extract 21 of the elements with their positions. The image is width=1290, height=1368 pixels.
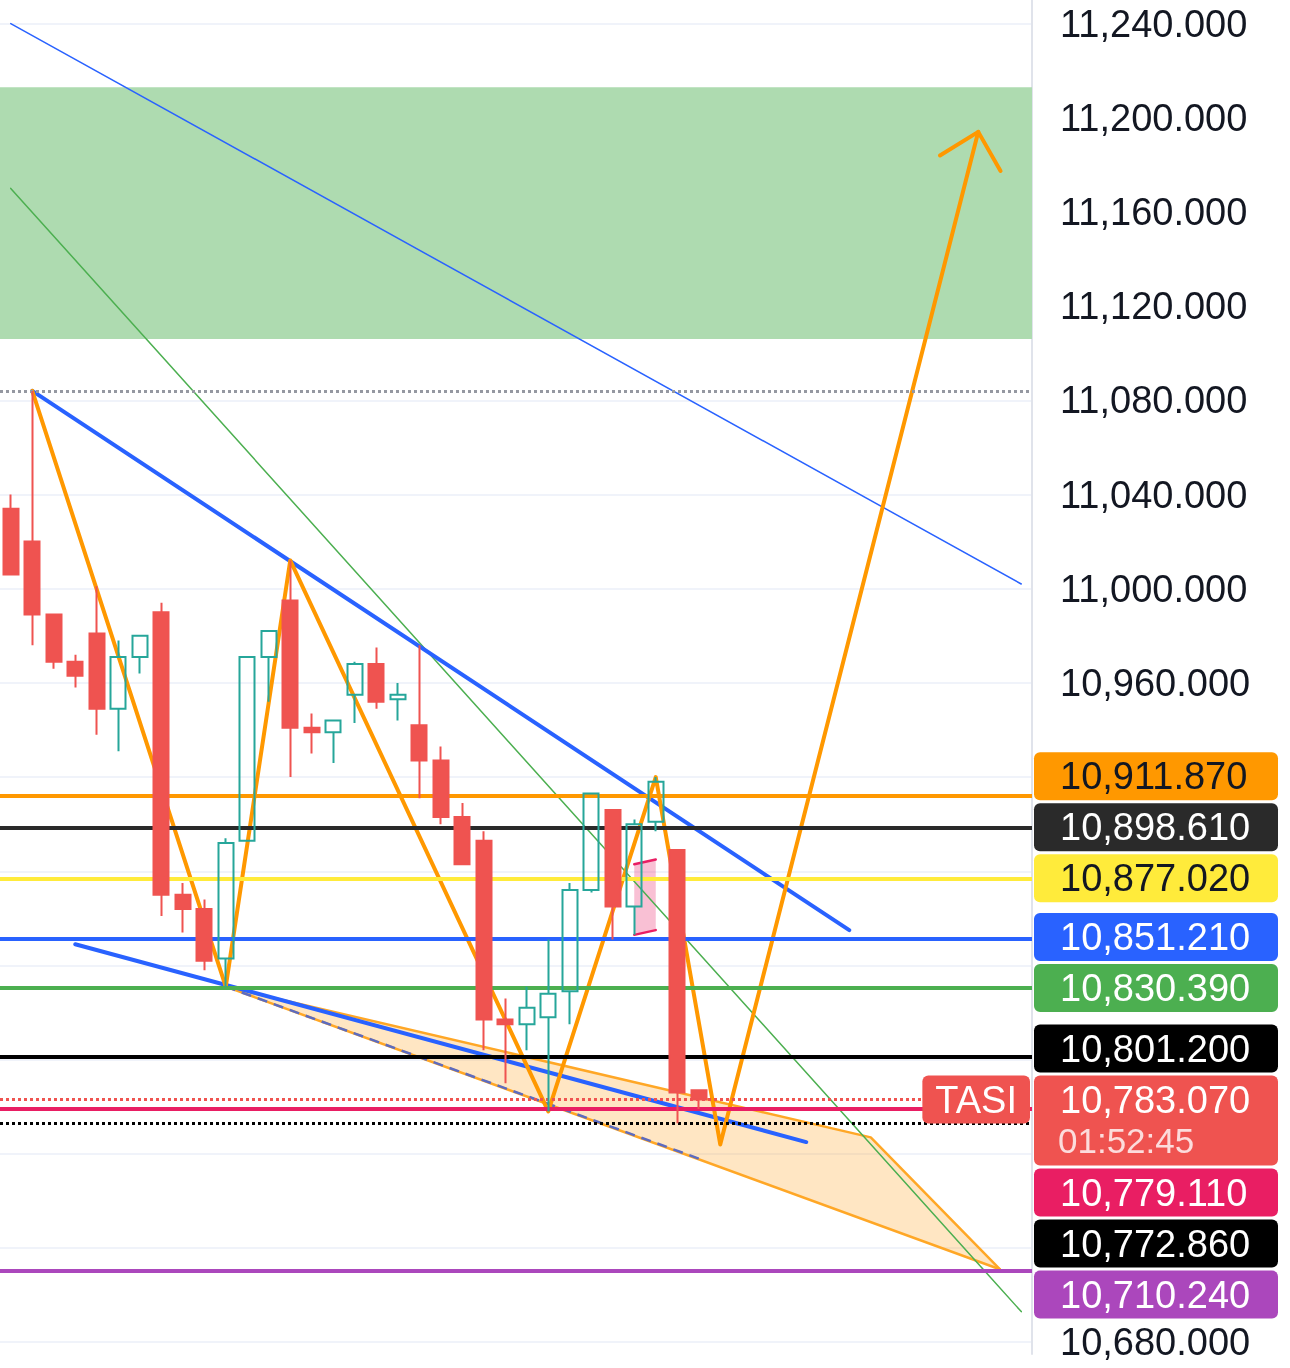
ref-line-label: 10,801.200 (1060, 1027, 1251, 1070)
y-tick-label: 10,960.000 (1060, 661, 1251, 704)
y-tick-label: 11,040.000 (1060, 473, 1248, 516)
y-tick-label: 11,160.000 (1060, 190, 1248, 233)
text: 01:52:45 (1058, 1121, 1195, 1161)
ref-line-label: 10,898.610 (1060, 806, 1251, 849)
y-tick-label: 11,120.000 (1060, 285, 1248, 328)
y-tick-label: 11,080.000 (1060, 379, 1248, 422)
ref-line-label: 10,710.240 (1060, 1273, 1251, 1316)
y-tick-label: 11,200.000 (1060, 96, 1248, 139)
ref-line-label: 10,772.860 (1060, 1222, 1251, 1265)
ref-line-label: 10,877.020 (1060, 857, 1251, 900)
ref-line-label: 10,779.110 (1060, 1171, 1248, 1214)
ref-line-label: 10,851.210 (1060, 916, 1251, 959)
ref-line-label: 10,911.870 (1060, 755, 1248, 798)
annotation: TASI (935, 1078, 1017, 1121)
y-tick-label: 11,240.000 (1060, 2, 1248, 45)
ref-line-label: 10,830.390 (1060, 967, 1251, 1010)
ref-line-label: 10,783.070 (1060, 1078, 1251, 1121)
y-tick-label: 10,680.000 (1060, 1321, 1251, 1364)
y-tick-label: 11,000.000 (1060, 567, 1248, 610)
